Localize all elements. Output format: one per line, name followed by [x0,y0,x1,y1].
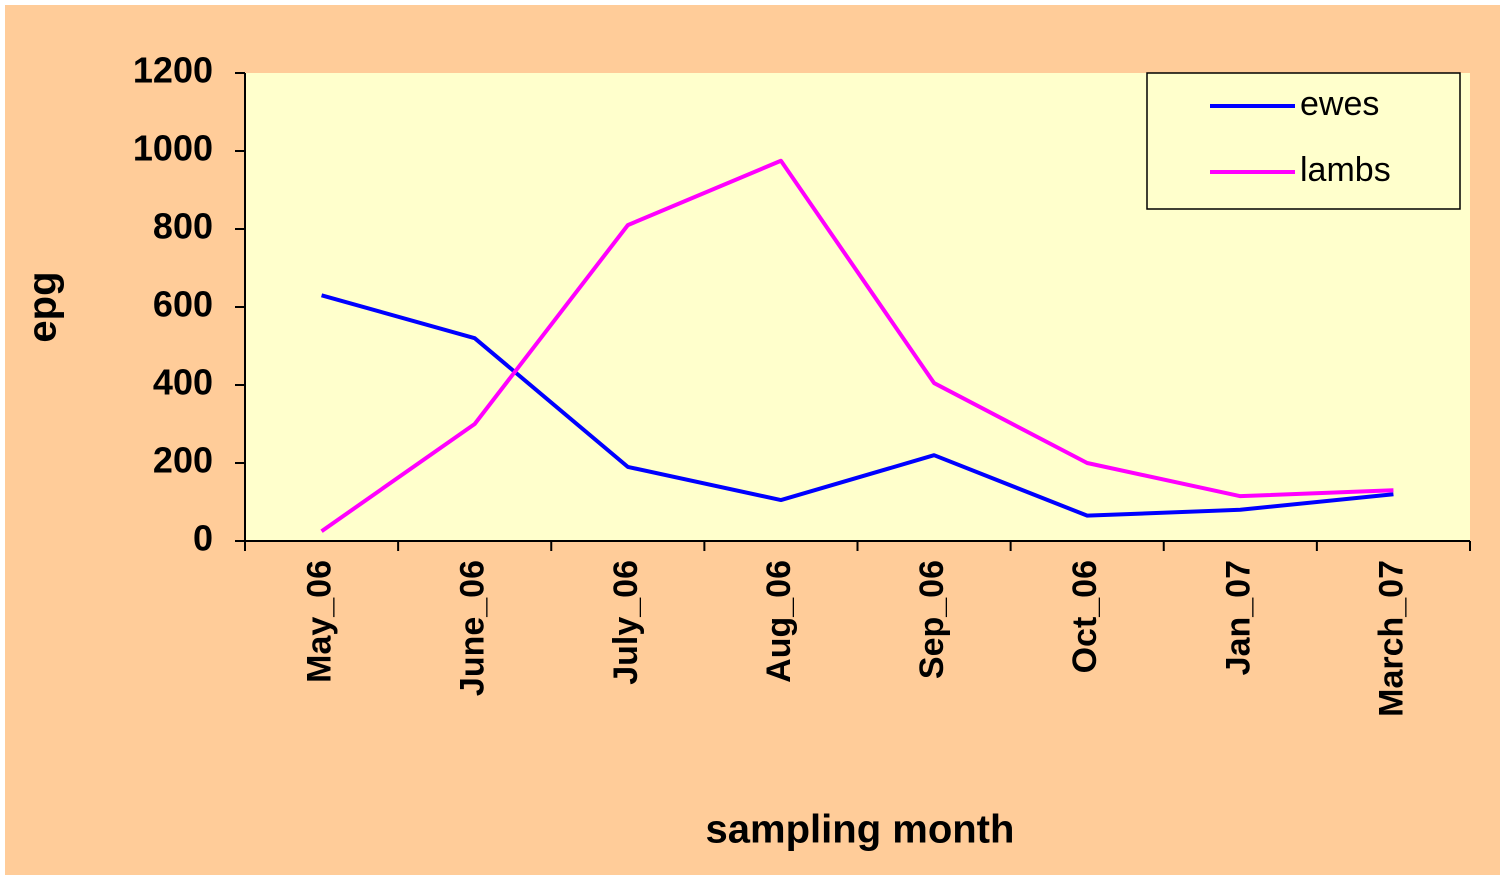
x-axis-label: sampling month [706,808,1015,852]
x-tick-label: May_06 [301,560,339,683]
y-tick-label: 1000 [133,128,213,169]
x-tick-label: Aug_06 [760,560,798,683]
x-tick-label: July_06 [607,560,645,685]
series-line [320,158,1394,533]
x-tick-label: Jan_07 [1219,560,1257,675]
y-tick-label: 800 [153,206,213,247]
x-tick-label: Sep_06 [913,560,951,679]
legend-label: lambs [1300,151,1391,189]
y-tick-label: 200 [153,440,213,481]
x-tick-label: June_06 [454,560,492,696]
y-tick-label: 0 [193,518,213,559]
legend-label: ewes [1300,85,1379,123]
legend-box [1146,72,1461,210]
x-tick-label: March_07 [1372,560,1410,717]
y-axis-label: epg [21,271,65,342]
series-line [321,293,1394,518]
y-tick-label: 1200 [133,50,213,91]
y-tick-label: 600 [153,284,213,325]
x-tick-label: Oct_06 [1066,560,1104,673]
y-tick-label: 400 [153,362,213,403]
